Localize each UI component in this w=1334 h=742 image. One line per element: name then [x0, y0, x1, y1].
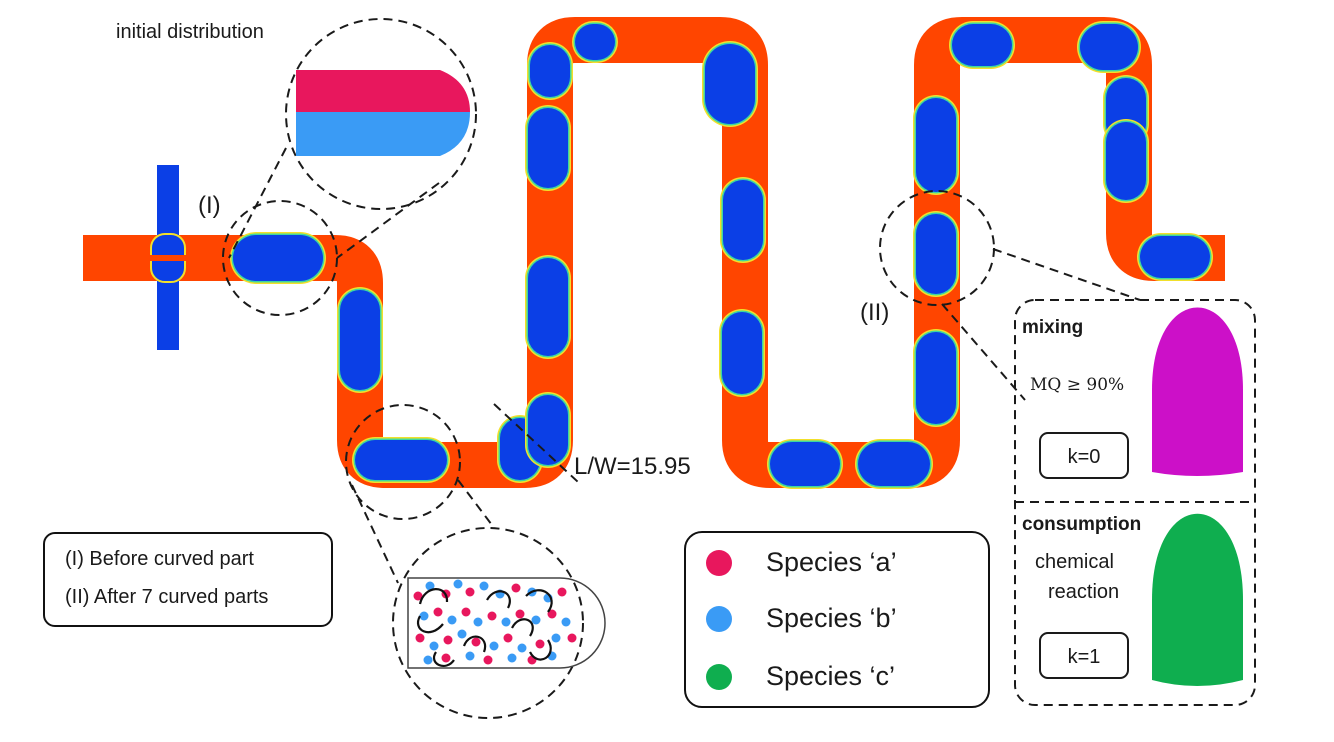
species-a-particle	[535, 639, 545, 649]
initial-distribution-label: initial distribution	[116, 21, 264, 43]
species-b-particle	[551, 633, 561, 643]
droplet	[1140, 236, 1210, 278]
species-legend: Species ‘a’ Species ‘b’ Species ‘c’	[684, 531, 990, 708]
species-b-particle	[479, 581, 489, 591]
species-a-particle	[557, 587, 567, 597]
droplet	[528, 395, 568, 465]
consumption-line-one: chemical	[1035, 551, 1114, 573]
species-a-particle	[547, 609, 557, 619]
droplet	[528, 258, 568, 356]
mixing-k-box	[1039, 432, 1129, 479]
marker-one-label: (I)	[198, 192, 221, 219]
droplet	[723, 180, 763, 260]
species-b-particle	[423, 655, 433, 665]
species-a-particle	[487, 611, 497, 621]
consumption-droplet-shape	[1152, 513, 1243, 686]
species-b-particle	[501, 617, 511, 627]
species-b-particle	[453, 579, 463, 589]
species-a-particle	[415, 633, 425, 643]
droplet	[340, 290, 380, 390]
droplet	[770, 442, 840, 486]
legend-label-species-b: Species ‘b’	[766, 603, 897, 633]
zoom-mixing-detail	[392, 527, 606, 719]
droplet	[1106, 122, 1146, 200]
legend-item-species-a: Species ‘a’	[706, 547, 897, 578]
mixing-k-label: k=0	[1068, 446, 1101, 468]
consumption-line-two: reaction	[1048, 581, 1119, 603]
droplet	[952, 24, 1012, 66]
droplet	[916, 332, 956, 424]
note-before-curved: (I) Before curved part	[65, 548, 254, 570]
zoom-circle-bottom	[392, 527, 584, 719]
mixing-criterion: MQ ≥ 90%	[1030, 375, 1124, 395]
legend-dot-species-a	[706, 549, 732, 576]
species-b-particle	[429, 641, 439, 651]
legend-dot-species-b	[706, 605, 732, 632]
species-a-particle	[503, 633, 513, 643]
species-b-particle	[419, 611, 429, 621]
species-a-particle	[515, 609, 525, 619]
legend-label-species-a: Species ‘a’	[766, 547, 897, 577]
species-a-particle	[433, 607, 443, 617]
droplet	[530, 45, 570, 97]
length-ratio-label: L/W=15.95	[574, 453, 691, 480]
droplet	[858, 442, 930, 486]
legend-dot-species-c	[706, 663, 732, 690]
droplet	[705, 44, 755, 124]
species-a-particle	[511, 583, 521, 593]
vortex-arrows	[417, 588, 553, 668]
droplet	[916, 214, 956, 294]
legend-item-species-c: Species ‘c’	[706, 661, 895, 692]
species-b-particle	[517, 643, 527, 653]
droplets-group	[230, 21, 1213, 489]
zoom-circle-bottom-source	[345, 404, 461, 520]
droplet	[916, 98, 956, 192]
species-b-particle	[465, 651, 475, 661]
consumption-k-label: k=1	[1068, 646, 1101, 668]
species-b-particle	[447, 615, 457, 625]
species-a-particle	[471, 637, 481, 647]
droplet	[355, 440, 447, 480]
species-a-particle	[567, 633, 577, 643]
species-a-particle	[461, 607, 471, 617]
species-b-particle	[561, 617, 571, 627]
droplet	[233, 235, 323, 281]
marker-two-label: (II)	[860, 299, 889, 326]
droplet-lower-half	[296, 112, 470, 156]
droplet	[722, 312, 762, 394]
species-b-particle	[457, 629, 467, 639]
mixing-droplet-shape	[1152, 307, 1243, 476]
species-a-particle	[443, 635, 453, 645]
kinetics-panel: mixing MQ ≥ 90% k=0 consumption chemical…	[1014, 299, 1256, 706]
species-b-particle	[507, 653, 517, 663]
species-a-particle	[413, 591, 423, 601]
legend-label-species-c: Species ‘c’	[766, 661, 896, 691]
species-a-particle	[483, 655, 493, 665]
droplet-outline	[407, 577, 606, 669]
consumption-k-box	[1039, 632, 1129, 679]
location-notes: (I) Before curved part (II) After 7 curv…	[43, 532, 333, 627]
droplet-upper-half	[296, 70, 470, 112]
zoom-initial-distribution	[285, 18, 477, 210]
note-after-curved: (II) After 7 curved parts	[65, 586, 269, 608]
droplet	[1080, 24, 1138, 70]
mixing-title: mixing	[1022, 317, 1083, 338]
species-b-particle	[473, 617, 483, 627]
zoom-circle-marker-two	[879, 190, 995, 306]
species-b-particle	[531, 615, 541, 625]
species-a-particle	[441, 653, 451, 663]
legend-item-species-b: Species ‘b’	[706, 603, 897, 634]
species-a-particle	[465, 587, 475, 597]
species-b-particle	[489, 641, 499, 651]
species-b-particle	[425, 581, 435, 591]
droplet	[528, 108, 568, 188]
consumption-title: consumption	[1022, 514, 1141, 535]
droplet	[575, 24, 615, 60]
